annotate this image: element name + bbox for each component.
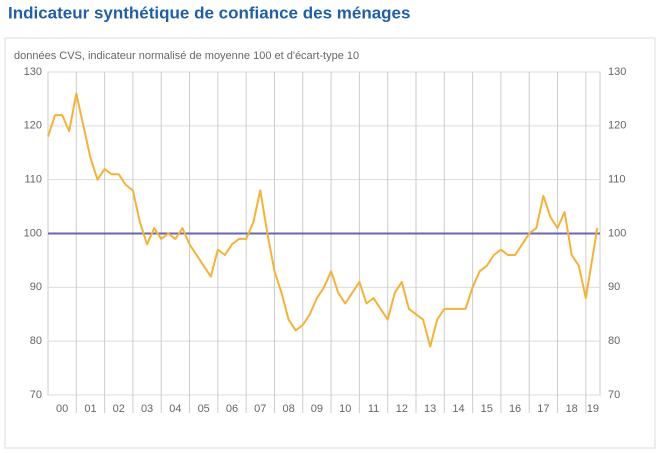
x-tick-label: 04 bbox=[169, 403, 181, 415]
y2-tick-label: 130 bbox=[608, 66, 626, 78]
chart-frame bbox=[4, 37, 656, 449]
y-tick-label: 90 bbox=[30, 281, 42, 293]
x-tick-label: 16 bbox=[509, 403, 521, 415]
y2-tick-label: 70 bbox=[608, 389, 620, 401]
x-tick-label: 09 bbox=[311, 403, 323, 415]
y2-tick-label: 90 bbox=[608, 281, 620, 293]
x-tick-label: 08 bbox=[282, 403, 294, 415]
y-tick-label: 110 bbox=[24, 174, 42, 186]
y2-tick-label: 80 bbox=[608, 335, 620, 347]
x-tick-label: 06 bbox=[226, 403, 238, 415]
y-tick-label: 130 bbox=[24, 66, 42, 78]
x-tick-label: 12 bbox=[396, 403, 408, 415]
y2-tick-label: 110 bbox=[608, 174, 626, 186]
y-tick-label: 70 bbox=[30, 389, 42, 401]
x-tick-label: 13 bbox=[424, 403, 436, 415]
y-tick-label: 120 bbox=[24, 120, 42, 132]
x-tick-label: 15 bbox=[481, 403, 493, 415]
data-line bbox=[47, 92, 599, 348]
chart-subtitle: données CVS, indicateur normalisé de moy… bbox=[14, 50, 359, 62]
y-tick-label: 80 bbox=[30, 335, 42, 347]
x-tick-label: 17 bbox=[537, 403, 549, 415]
chart-title: Indicateur synthétique de confiance des … bbox=[8, 3, 410, 22]
x-tick-label: 14 bbox=[452, 403, 464, 415]
x-tick-label: 02 bbox=[113, 403, 125, 415]
x-tick-label: 10 bbox=[339, 403, 351, 415]
x-tick-label: 07 bbox=[254, 403, 266, 415]
x-tick-label: 05 bbox=[198, 403, 210, 415]
x-tick-label: 01 bbox=[84, 403, 96, 415]
y2-tick-label: 100 bbox=[608, 227, 626, 239]
x-tick-label: 00 bbox=[56, 403, 68, 415]
y2-tick-label: 120 bbox=[608, 120, 626, 132]
x-tick-label: 18 bbox=[566, 403, 578, 415]
x-tick-label: 03 bbox=[141, 403, 153, 415]
x-tick-label: 19 bbox=[587, 403, 599, 415]
x-tick-label: 11 bbox=[368, 403, 379, 415]
y-tick-label: 100 bbox=[24, 227, 42, 239]
